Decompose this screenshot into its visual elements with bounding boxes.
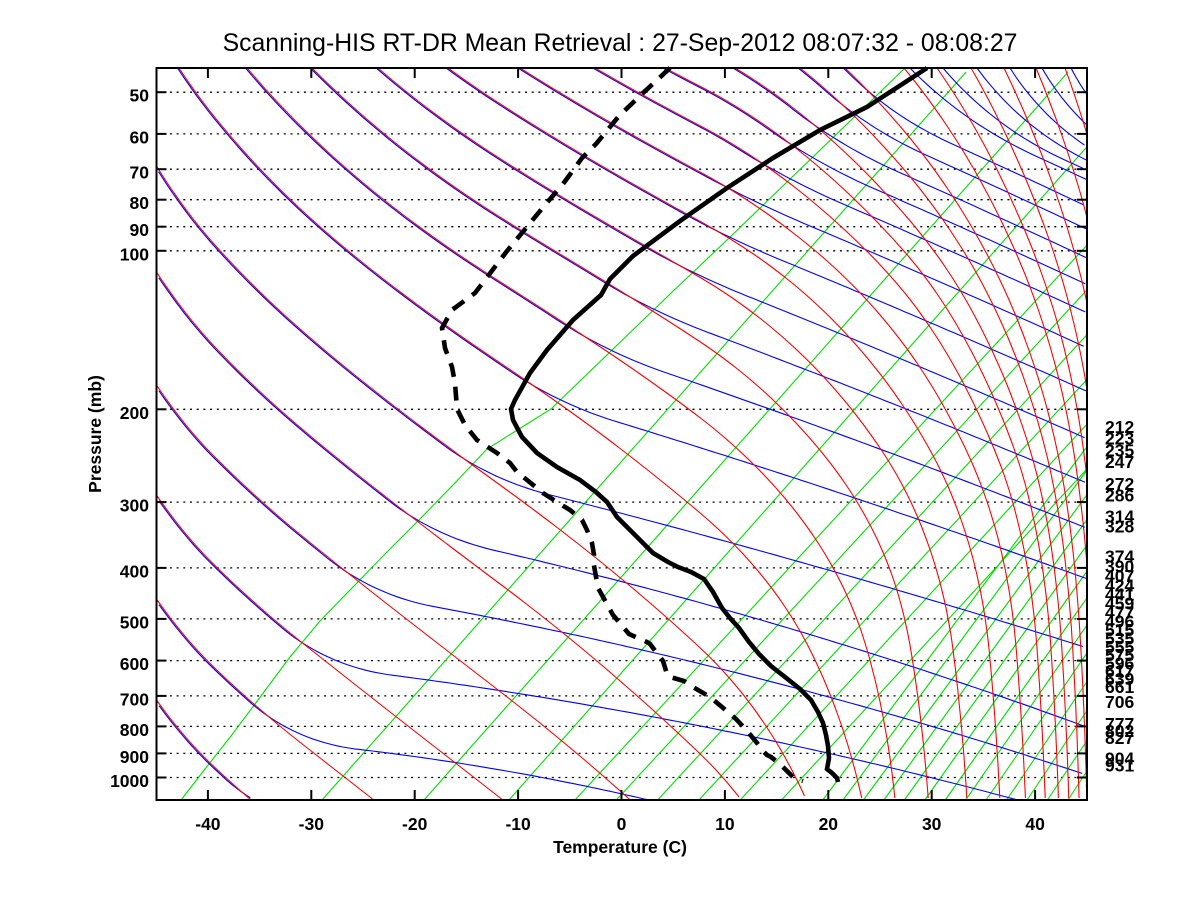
svg-text:535: 535 — [1105, 629, 1134, 649]
svg-text:459: 459 — [1105, 594, 1134, 614]
svg-text:300: 300 — [120, 496, 149, 516]
svg-text:700: 700 — [120, 689, 149, 709]
svg-text:496: 496 — [1105, 611, 1134, 631]
svg-text:80: 80 — [130, 193, 150, 213]
svg-text:617: 617 — [1105, 661, 1134, 681]
svg-text:60: 60 — [130, 127, 150, 147]
svg-text:596: 596 — [1105, 653, 1134, 673]
svg-text:800: 800 — [120, 720, 149, 740]
svg-text:515: 515 — [1105, 620, 1134, 640]
svg-text:407: 407 — [1105, 566, 1134, 586]
svg-text:575: 575 — [1105, 645, 1134, 665]
svg-text:286: 286 — [1105, 485, 1134, 505]
svg-text:-30: -30 — [299, 814, 325, 834]
svg-text:-20: -20 — [402, 814, 428, 834]
svg-text:200: 200 — [120, 403, 149, 423]
svg-text:235: 235 — [1105, 440, 1134, 460]
svg-text:247: 247 — [1105, 452, 1134, 472]
svg-text:Scanning-HIS RT-DR Mean Retrie: Scanning-HIS RT-DR Mean Retrieval : 27-S… — [223, 30, 1018, 57]
svg-text:904: 904 — [1105, 749, 1134, 769]
svg-text:555: 555 — [1105, 637, 1134, 657]
svg-text:374: 374 — [1105, 547, 1134, 567]
svg-text:50: 50 — [130, 86, 150, 106]
svg-text:Temperature (C): Temperature (C) — [553, 837, 687, 857]
svg-text:400: 400 — [120, 561, 149, 581]
svg-text:931: 931 — [1105, 755, 1134, 775]
svg-text:223: 223 — [1105, 428, 1134, 448]
svg-text:441: 441 — [1105, 584, 1134, 604]
svg-text:328: 328 — [1105, 517, 1134, 537]
svg-text:900: 900 — [120, 747, 149, 767]
svg-text:70: 70 — [130, 163, 150, 183]
svg-text:777: 777 — [1105, 714, 1134, 734]
svg-text:20: 20 — [819, 814, 839, 834]
svg-text:314: 314 — [1105, 507, 1134, 527]
svg-text:-40: -40 — [195, 814, 221, 834]
svg-text:40: 40 — [1025, 814, 1045, 834]
svg-text:90: 90 — [130, 220, 150, 240]
svg-text:500: 500 — [120, 612, 149, 632]
svg-text:272: 272 — [1105, 474, 1134, 494]
svg-text:-10: -10 — [505, 814, 531, 834]
svg-text:Pressure (mb): Pressure (mb) — [85, 375, 105, 493]
svg-text:10: 10 — [715, 814, 735, 834]
svg-text:600: 600 — [120, 654, 149, 674]
svg-text:212: 212 — [1105, 417, 1134, 437]
svg-text:827: 827 — [1105, 728, 1134, 748]
svg-text:706: 706 — [1105, 692, 1134, 712]
svg-text:424: 424 — [1105, 575, 1134, 595]
svg-text:30: 30 — [922, 814, 942, 834]
svg-text:639: 639 — [1105, 669, 1134, 689]
svg-text:100: 100 — [120, 244, 149, 264]
svg-text:390: 390 — [1105, 556, 1134, 576]
svg-text:477: 477 — [1105, 602, 1134, 622]
svg-text:1000: 1000 — [110, 771, 149, 791]
svg-text:661: 661 — [1105, 677, 1134, 697]
svg-text:0: 0 — [617, 814, 627, 834]
svg-text:802: 802 — [1105, 721, 1134, 741]
